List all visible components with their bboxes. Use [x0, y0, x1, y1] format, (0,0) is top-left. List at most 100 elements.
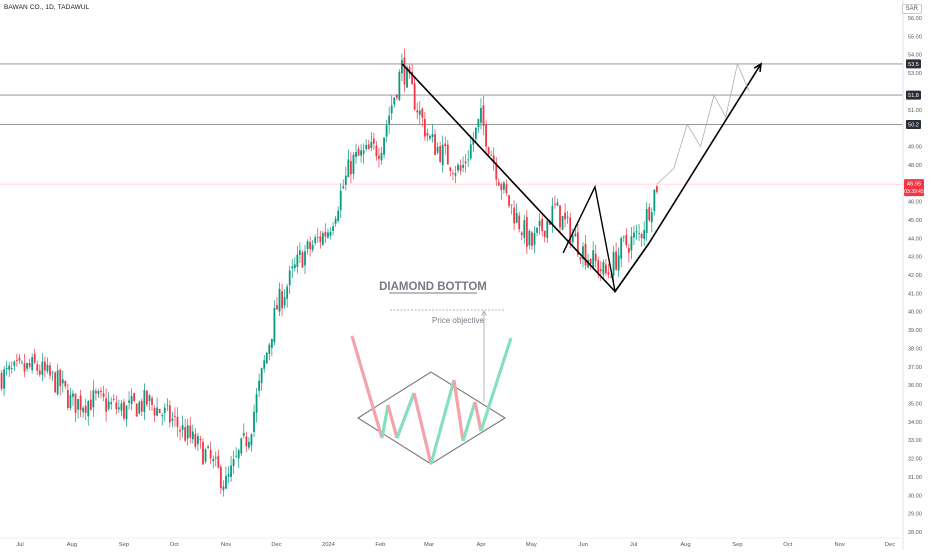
x-tick-label: Dec	[271, 542, 281, 548]
zigzag-down-4	[452, 379, 465, 442]
candle-body	[299, 250, 301, 255]
candle-body	[72, 393, 74, 397]
candle-body	[186, 425, 189, 439]
candle-body	[181, 425, 184, 430]
candle-body	[268, 344, 271, 354]
candle-body	[176, 416, 179, 427]
candle-body	[457, 164, 459, 171]
candle-body	[556, 202, 559, 206]
candle-body	[610, 277, 612, 278]
candle-body	[5, 368, 8, 370]
zigzag-up-3	[429, 379, 456, 465]
candle-body	[490, 154, 493, 156]
zigzag-breakout	[479, 337, 513, 432]
candle-body	[617, 255, 620, 271]
candle-body	[385, 125, 388, 137]
candle-body	[319, 236, 322, 243]
x-tick-label: Sep	[732, 542, 742, 548]
candle-body	[597, 260, 600, 273]
candle-body	[564, 212, 567, 220]
level-label: 50.2	[908, 122, 919, 128]
candle-body	[627, 248, 630, 253]
candle-body	[342, 186, 345, 189]
level-label: 53.5	[908, 62, 919, 68]
time-axis: Jul Aug Sep Oct Nov Dec 2024 Feb Mar Apr May Jun Jul…	[0, 537, 903, 548]
objective-arrow-head	[481, 310, 487, 317]
candle-body	[551, 205, 554, 225]
candle-body	[324, 232, 327, 237]
candle-body	[309, 242, 312, 250]
y-tick-label: 41.00	[908, 291, 922, 297]
candle-body	[219, 466, 222, 489]
zigzag-down-2	[386, 404, 399, 439]
y-tick-label: 45.00	[908, 218, 922, 224]
candle-body	[640, 234, 643, 238]
candle-body	[184, 427, 187, 441]
symbol-title: BAWAN CO., 1D, TADAWUL	[4, 4, 90, 11]
candle-body	[497, 182, 500, 186]
candle-body	[452, 173, 454, 174]
candle-body	[388, 115, 391, 125]
candle-body	[327, 232, 329, 238]
last-price-label: 46.95	[907, 182, 922, 188]
candle-body	[360, 150, 363, 156]
candle-body	[248, 441, 250, 448]
candle-body	[365, 144, 368, 150]
candle-body	[390, 105, 393, 114]
y-tick-label: 46.00	[908, 200, 922, 206]
candle-body	[135, 403, 138, 417]
y-tick-label: 31.00	[908, 475, 922, 481]
y-tick-label: 54.00	[908, 53, 922, 59]
candle-body	[33, 353, 36, 363]
countdown-label: 03:39:45	[904, 189, 924, 195]
candle-body	[8, 365, 11, 370]
y-tick-label: 30.00	[908, 493, 922, 499]
candle-body	[23, 363, 26, 372]
candle-body	[128, 400, 130, 403]
candle-body	[130, 396, 133, 405]
candle-body	[263, 360, 266, 369]
candle-body	[416, 110, 419, 113]
candle-body	[123, 401, 125, 419]
y-tick-label: 44.00	[908, 236, 922, 242]
candle-body	[441, 144, 444, 166]
candle-body	[102, 393, 105, 397]
candle-body	[296, 254, 299, 267]
candle-body	[423, 118, 426, 137]
candle-body	[559, 205, 561, 228]
currency-badge[interactable]: SAR	[901, 4, 922, 14]
candle-body	[469, 144, 472, 159]
candle-body	[199, 439, 202, 440]
candle-body	[594, 253, 597, 262]
candle-body	[434, 134, 436, 155]
candle-body	[643, 230, 646, 239]
candle-body	[398, 71, 401, 100]
candle-body	[270, 338, 273, 348]
candle-body	[638, 233, 640, 234]
candle-body	[536, 227, 538, 233]
candle-body	[406, 67, 408, 88]
candle-body	[112, 398, 115, 400]
candle-body	[645, 208, 648, 234]
candle-body	[276, 305, 278, 310]
x-tick-label: Apr	[476, 542, 485, 548]
candle-body	[31, 357, 34, 370]
y-tick-label: 38.00	[908, 346, 922, 352]
candle-body	[607, 272, 610, 275]
candle-body	[77, 399, 79, 410]
candle-body	[413, 83, 416, 110]
x-tick-label: Nov	[835, 542, 845, 548]
pattern-trendline	[401, 63, 762, 293]
y-tick-label: 29.00	[908, 512, 922, 518]
candle-body	[408, 67, 411, 74]
candle-body	[281, 291, 283, 309]
candle-body	[235, 455, 238, 457]
candle-body	[18, 357, 21, 361]
candle-body	[538, 220, 541, 227]
price-axis: 28.00 29.00 30.00 31.00 32.00 33.00 34.00 35.00…	[902, 0, 932, 550]
y-tick-label: 33.00	[908, 438, 922, 444]
candle-body	[321, 233, 324, 245]
candle-body	[630, 236, 633, 251]
candle-body	[64, 380, 67, 387]
